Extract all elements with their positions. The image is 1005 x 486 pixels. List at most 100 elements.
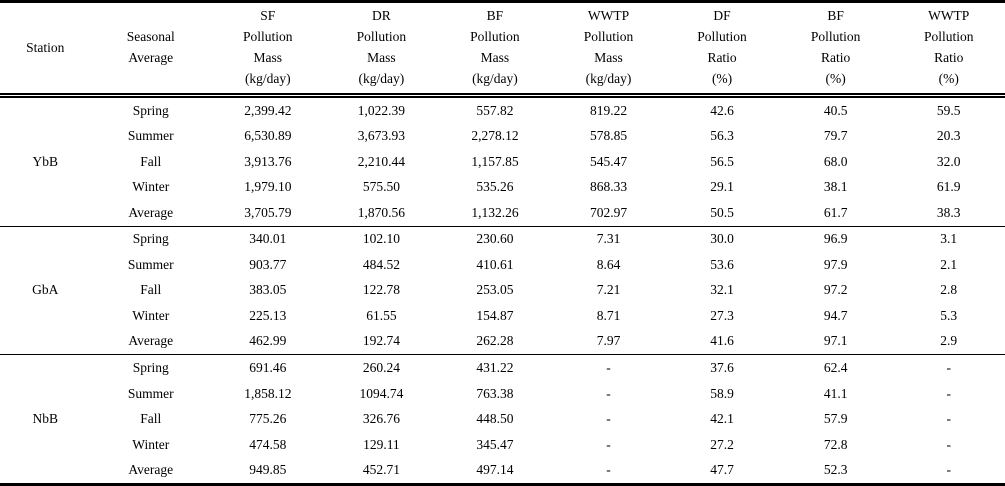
value-cell: 3,913.76 (244, 153, 292, 169)
value-cell: 340.01 (211, 225, 325, 253)
table-row: Winter 1,979.10 575.50 535.26 868.33 29.1 38.1… (0, 175, 1005, 201)
value-cell: 192.74 (362, 333, 400, 349)
value-cell: 38.1 (823, 179, 848, 195)
value-cell: 40.5 (823, 102, 848, 118)
table-row: Winter 474.58 129.11 345.47 - 27.2 72.8 - (0, 432, 1005, 458)
value-cell: 32.0 (936, 153, 961, 169)
value-cell: 2.8 (940, 282, 958, 298)
value-cell: 97.1 (823, 333, 848, 349)
value-cell: 29.1 (710, 179, 734, 195)
season-label: Spring (132, 102, 169, 118)
value-cell: 1,157.85 (471, 153, 519, 169)
value-cell: 38.3 (936, 204, 961, 220)
season-label: Spring (90, 354, 212, 381)
value-cell: 79.7 (823, 128, 848, 144)
table-row: Average 462.99 192.74 262.28 7.97 41.6 97.1 2.9 (0, 329, 1005, 355)
value-cell: 30.0 (665, 225, 779, 253)
value-cell: 56.5 (710, 153, 734, 169)
column-header-sf-pollution-mass: SF Pollution Mass (kg/day) (211, 1, 325, 98)
season-label: Spring (90, 225, 212, 253)
value-cell: 410.61 (476, 256, 514, 272)
table-row: Fall 775.26 326.76 448.50 - 42.1 57.9 - (0, 406, 1005, 432)
value-cell: - (551, 354, 666, 381)
table-row: GbA Spring 340.01 102.10 230.60 7.31 30.0 96.9 3… (0, 225, 1005, 355)
value-cell: 326.76 (362, 411, 400, 427)
value-cell: 545.47 (589, 153, 628, 169)
value-cell: 27.3 (710, 307, 734, 323)
value-cell: 452.71 (362, 462, 400, 478)
value-cell: 97.2 (823, 282, 848, 298)
value-cell: 1,022.39 (357, 102, 405, 118)
value-cell: - (606, 385, 611, 401)
value-cell: 949.85 (249, 462, 287, 478)
value-cell: - (606, 411, 611, 427)
value-cell: 691.46 (211, 354, 325, 381)
value-cell: 1,979.10 (244, 179, 292, 195)
value-cell: 7.97 (596, 333, 621, 349)
table-row: Fall 3,913.76 2,210.44 1,157.85 545.47 56.5 68… (0, 149, 1005, 175)
table-body: YbB Spring 2,399.42 1,022.39 557.82 819.22 42.… (0, 96, 1005, 485)
table-row: Winter 225.13 61.55 154.87 8.71 27.3 94.7 5.3 (0, 303, 1005, 329)
value-cell: 775.26 (249, 411, 287, 427)
value-cell: 702.97 (589, 204, 628, 220)
value-cell: 53.6 (710, 256, 734, 272)
value-cell: 2.1 (940, 256, 958, 272)
value-cell: 903.77 (249, 256, 287, 272)
season-label: Winter (132, 307, 170, 323)
value-cell: 42.6 (710, 102, 734, 118)
season-label: Fall (140, 411, 162, 427)
value-cell: 578.85 (589, 128, 628, 144)
value-cell: - (606, 436, 611, 452)
value-cell: 2,278.12 (471, 128, 519, 144)
value-cell: 37.6 (665, 354, 779, 381)
season-label: Average (128, 462, 174, 478)
column-header-bf-pollution-mass: BF Pollution Mass (kg/day) (438, 1, 552, 98)
value-cell: 535.26 (476, 179, 514, 195)
value-cell: 8.64 (596, 256, 621, 272)
value-cell: 154.87 (476, 307, 514, 323)
value-cell: 253.05 (476, 282, 514, 298)
season-label: Summer (127, 385, 174, 401)
value-cell: 20.3 (936, 128, 961, 144)
value-cell: 8.71 (596, 307, 621, 323)
value-cell: 763.38 (476, 385, 514, 401)
column-header-wwtp-pollution-mass: WWTP Pollution Mass (kg/day) (551, 1, 666, 98)
table-row: Summer 903.77 484.52 410.61 8.64 53.6 97.9 2.1 (0, 252, 1005, 278)
value-cell: 575.50 (362, 179, 400, 195)
value-cell: - (892, 354, 1005, 381)
value-cell: 819.22 (589, 102, 628, 118)
value-cell: 7.31 (551, 225, 666, 253)
value-cell: - (946, 385, 951, 401)
value-cell: 6,530.89 (244, 128, 292, 144)
header-row: Station Seasonal Average SF Pollution Ma… (0, 1, 1005, 98)
value-cell: 462.99 (249, 333, 287, 349)
value-cell: 47.7 (710, 462, 734, 478)
table-row: Summer 6,530.89 3,673.93 2,278.12 578.85 56.3… (0, 124, 1005, 150)
value-cell: 383.05 (249, 282, 287, 298)
value-cell: 56.3 (710, 128, 734, 144)
value-cell: 2,210.44 (357, 153, 405, 169)
value-cell: - (946, 436, 951, 452)
value-cell: - (606, 462, 611, 478)
table-row: YbB Spring 2,399.42 1,022.39 557.82 819.22 42.… (0, 96, 1005, 169)
value-cell: 262.28 (476, 333, 514, 349)
value-cell: 62.4 (778, 354, 893, 381)
value-cell: 50.5 (710, 204, 734, 220)
station-label: GbA (0, 225, 91, 355)
value-cell: 225.13 (249, 307, 287, 323)
value-cell: 41.1 (823, 385, 848, 401)
value-cell: 102.10 (324, 225, 439, 253)
value-cell: 129.11 (363, 436, 400, 452)
value-cell: 1,858.12 (244, 385, 292, 401)
column-header-seasonal-average: Seasonal Average (90, 1, 212, 98)
value-cell: 2.9 (940, 333, 958, 349)
table-row: Average 3,705.79 1,870.56 1,132.26 702.97 50.… (0, 200, 1005, 226)
value-cell: 96.9 (778, 225, 893, 253)
season-label: Summer (127, 256, 174, 272)
value-cell: 448.50 (476, 411, 514, 427)
column-header-bf-pollution-ratio: BF Pollution Ratio (%) (778, 1, 893, 98)
table-header: Station Seasonal Average SF Pollution Ma… (0, 1, 1005, 98)
table-row: Summer 1,858.12 1094.74 763.38 - 58.9 41.1 - (0, 381, 1005, 407)
value-cell: 27.2 (710, 436, 734, 452)
